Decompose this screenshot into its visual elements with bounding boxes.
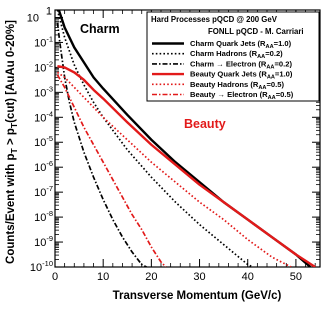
- plot-frame: [54, 9, 321, 268]
- legend-label-4: Beauty Hadrons (RAA=0.5): [190, 80, 284, 91]
- y-tick-label: 10-8: [34, 209, 53, 224]
- y-tick-label: 10-1: [34, 34, 53, 49]
- legend: Hard Processes pQCD @ 200 GeV FONLL pQCD…: [146, 11, 320, 102]
- y-tick-label: 10-7: [34, 184, 53, 199]
- y-tick-label: 10-5: [34, 134, 53, 149]
- legend-box: [146, 11, 320, 102]
- y-tick-label: 10-2: [34, 59, 53, 74]
- axis-ticks: 10-1010-910-810-710-610-510-410-310-210-…: [27, 5, 320, 283]
- y-tick-label: 10-4: [34, 109, 53, 124]
- x-axis-title: Transverse Momentum (GeV/c): [113, 290, 282, 302]
- legend-label-3: Beauty Quark Jets (RAA=1.0): [190, 70, 293, 81]
- y-axis-title: Counts/Event with pT > pT(cut) [AuAu 0-2…: [5, 20, 19, 264]
- legend-subtitle: FONLL pQCD - M. Carriari: [208, 27, 304, 36]
- series-line-2: [56, 22, 147, 267]
- x-tick-label: 40: [242, 271, 254, 283]
- legend-label-1: Charm Hadrons (RAA=0.2): [190, 49, 283, 60]
- y-tick-label: 10: [27, 12, 39, 24]
- annotation-charm: Charm: [80, 22, 120, 36]
- annotation-beauty: Beauty: [184, 117, 226, 131]
- y-tick-label: 10-6: [34, 159, 53, 174]
- legend-label-5: Beauty → Electron (RAA=0.5): [190, 90, 294, 101]
- y-tick-label-top: 1: [46, 5, 52, 17]
- series-line-5: [56, 74, 167, 267]
- legend-label-0: Charm Quark Jets (RAA=1.0): [190, 39, 292, 50]
- legend-entries: Charm Quark Jets (RAA=1.0)Charm Hadrons …: [152, 39, 294, 101]
- legend-title: Hard Processes pQCD @ 200 GeV: [151, 15, 278, 24]
- x-tick-label: 50: [290, 271, 302, 283]
- x-tick-label: 0: [52, 271, 58, 283]
- series-layer: [56, 10, 316, 267]
- series-line-3: [57, 64, 316, 267]
- series-line-1: [56, 10, 253, 267]
- x-tick-label: 10: [97, 271, 109, 283]
- y-tick-label: 10-3: [34, 84, 53, 99]
- series-line-4: [56, 71, 292, 267]
- x-tick-label: 30: [193, 271, 205, 283]
- x-tick-label: 20: [145, 271, 157, 283]
- legend-label-2: Charm → Electron (RAA=0.2): [190, 59, 292, 70]
- y-tick-label: 10-9: [34, 234, 53, 249]
- y-tick-label: 10-10: [30, 259, 53, 274]
